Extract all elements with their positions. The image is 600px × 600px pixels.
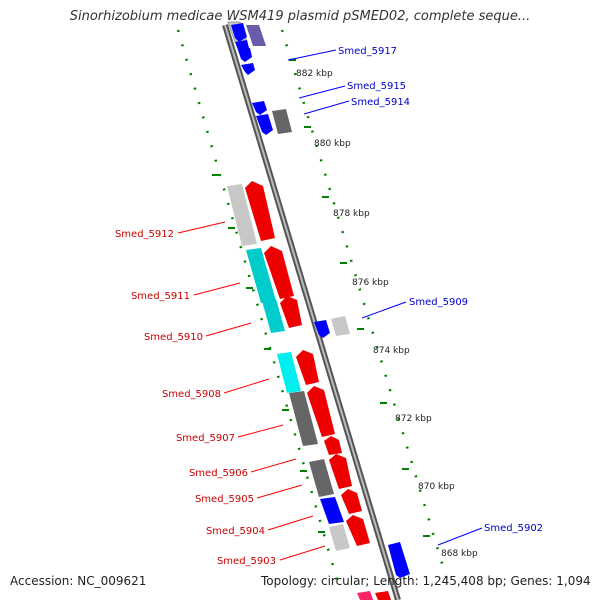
reverse-gene [238, 48, 252, 62]
gene-label[interactable]: Smed_5917 [338, 46, 397, 57]
gene-block [289, 391, 318, 446]
forward-gene [357, 591, 373, 600]
tick-marks [212, 59, 430, 537]
tick-label: 874 kbp [373, 346, 410, 356]
gene-label[interactable]: Smed_5915 [347, 81, 406, 92]
cog-blocks [227, 21, 350, 551]
gene-block [246, 248, 276, 303]
forward-gene [264, 246, 294, 299]
tick-label: 868 kbp [441, 549, 478, 559]
reverse-gene [388, 542, 410, 578]
gene-label[interactable]: Smed_5909 [409, 297, 468, 308]
accession-text: Accession: NC_009621 [10, 574, 147, 588]
forward-gene [375, 591, 391, 600]
tick-label: 880 kbp [314, 139, 351, 149]
gene-label[interactable]: Smed_5906 [189, 468, 248, 479]
gene-block [246, 25, 266, 46]
reverse-labels: Smed_5917 Smed_5915 Smed_5914 Smed_5909 … [338, 46, 543, 534]
genome-summary: Topology: circular; Length: 1,245,408 bp… [261, 574, 591, 588]
gene-label[interactable]: Smed_5903 [217, 556, 276, 567]
gene-block [309, 459, 334, 497]
reverse-gene [314, 320, 330, 338]
tick-labels: 882 kbp 880 kbp 878 kbp 876 kbp 874 kbp … [296, 69, 478, 559]
reverse-gene [231, 23, 247, 42]
gene-label[interactable]: Smed_5905 [195, 494, 254, 505]
gene-block [277, 352, 301, 393]
forward-gene [341, 489, 362, 514]
tick-label: 872 kbp [395, 414, 432, 424]
gene-block [320, 497, 344, 524]
gene-block [329, 524, 350, 551]
tick-label: 878 kbp [333, 209, 370, 219]
gene-label[interactable]: Smed_5912 [115, 229, 174, 240]
gene-block [331, 316, 350, 336]
forward-gene [245, 181, 275, 241]
label-leaders [177, 49, 483, 561]
forward-labels: Smed_5912 Smed_5911 Smed_5910 Smed_5908 … [115, 229, 276, 567]
gene-block [272, 109, 292, 134]
gene-label[interactable]: Smed_5902 [484, 523, 543, 534]
gene-label[interactable]: Smed_5904 [206, 526, 265, 537]
gene-label[interactable]: Smed_5908 [162, 389, 221, 400]
reverse-gene [256, 114, 273, 135]
gene-label[interactable]: Smed_5914 [351, 97, 410, 108]
forward-gene [296, 350, 319, 385]
gene-label[interactable]: Smed_5910 [144, 332, 203, 343]
forward-gene [280, 296, 302, 328]
forward-gene [346, 515, 370, 546]
tick-label: 870 kbp [418, 482, 455, 492]
outer-dotted-ring [280, 29, 452, 591]
reverse-gene [252, 101, 267, 115]
tick-label: 882 kbp [296, 69, 333, 79]
forward-gene [307, 386, 335, 437]
forward-gene [324, 436, 342, 455]
forward-gene [329, 454, 352, 489]
tick-label: 876 kbp [352, 278, 389, 288]
reverse-gene [241, 63, 255, 75]
gene-label[interactable]: Smed_5907 [176, 433, 235, 444]
forward-strand [245, 181, 391, 600]
gene-block [227, 184, 257, 246]
map-title: Sinorhizobium medicae WSM419 plasmid pSM… [69, 9, 531, 24]
gene-label[interactable]: Smed_5911 [131, 291, 190, 302]
reverse-strand [231, 23, 410, 578]
backbone [222, 24, 401, 600]
gene-block [262, 299, 285, 333]
